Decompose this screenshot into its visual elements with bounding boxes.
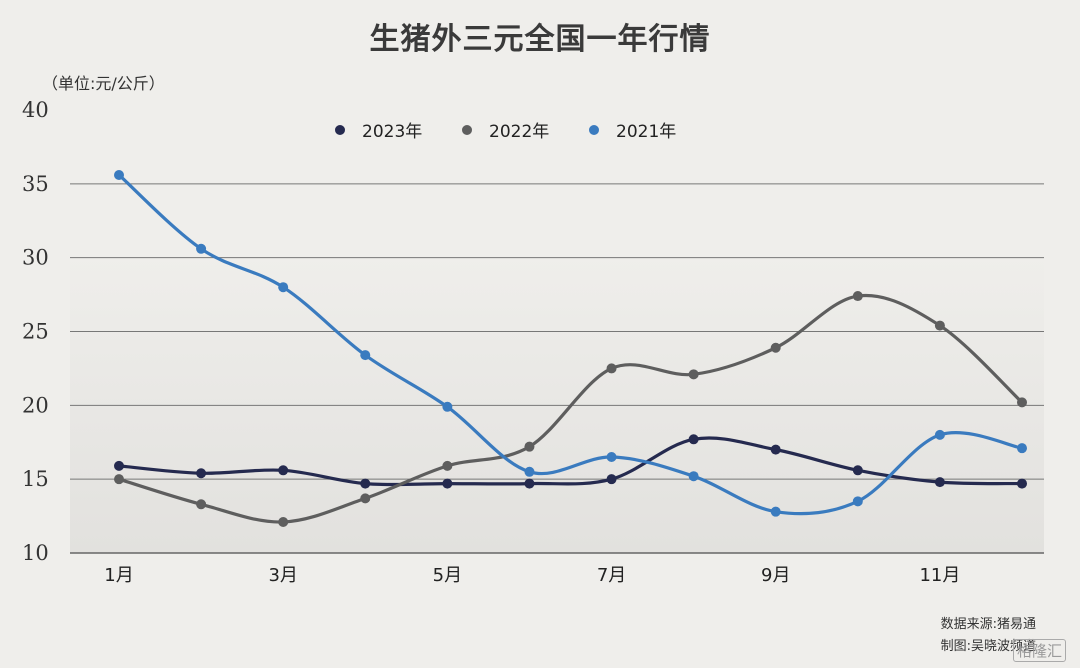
- data-point: [852, 496, 863, 507]
- data-point: [196, 499, 207, 510]
- legend-marker: [589, 125, 599, 135]
- x-tick-label: 11月: [919, 565, 960, 586]
- x-tick-label: 3月: [268, 565, 297, 586]
- data-point: [1017, 443, 1027, 454]
- plot-background: [70, 255, 1044, 553]
- data-point: [524, 478, 535, 489]
- legend-item: 2022年: [462, 122, 549, 142]
- data-point: [606, 452, 617, 463]
- data-point: [770, 342, 781, 353]
- series-line: [117, 173, 1024, 516]
- data-point: [934, 320, 945, 331]
- series-2021年: [114, 169, 1027, 517]
- data-point: [1017, 478, 1027, 489]
- data-point: [442, 401, 453, 412]
- data-point: [278, 465, 289, 476]
- legend: 2023年 2022年 2021年: [335, 122, 676, 142]
- y-tick-label: 10: [22, 541, 49, 565]
- data-point: [606, 474, 617, 485]
- legend-label: 2023年: [362, 122, 422, 142]
- y-tick-label: 30: [22, 246, 49, 270]
- data-point: [852, 465, 863, 476]
- data-point: [442, 460, 453, 471]
- data-point: [360, 493, 371, 504]
- x-tick-label: 7月: [597, 565, 626, 586]
- y-tick-label: 40: [22, 98, 49, 122]
- data-point: [688, 369, 699, 380]
- data-point: [114, 169, 124, 180]
- legend-label: 2021年: [616, 122, 676, 142]
- x-tick-label: 5月: [433, 565, 462, 586]
- data-point: [1017, 397, 1027, 408]
- footer-notes: 数据来源:猪易通 制图:吴晓波频道: [941, 614, 1036, 658]
- x-tick-label: 1月: [104, 565, 133, 586]
- series-line: [117, 436, 1024, 487]
- data-point: [606, 363, 617, 374]
- data-point: [934, 429, 945, 440]
- watermark-text: 格隆汇: [1012, 639, 1066, 662]
- data-point: [360, 350, 371, 361]
- unit-label: （单位:元/公斤）: [42, 74, 165, 93]
- y-tick-label: 15: [22, 467, 49, 491]
- x-tick-label: 9月: [761, 565, 790, 586]
- data-point: [934, 477, 945, 488]
- y-tick-label: 25: [22, 320, 49, 344]
- grid-lines: [70, 183, 1044, 554]
- y-axis-ticks: 10 15 20 25 30 35 40: [22, 98, 49, 565]
- legend-item: 2023年: [335, 122, 422, 142]
- data-point: [770, 506, 781, 517]
- data-source-text: 数据来源:猪易通: [940, 617, 1036, 632]
- data-point: [114, 460, 124, 471]
- data-point: [770, 444, 781, 455]
- data-point: [360, 478, 371, 489]
- x-axis-ticks: 1月 3月 5月 7月 9月 11月: [104, 565, 960, 586]
- y-tick-label: 35: [22, 172, 49, 196]
- data-point: [114, 474, 124, 485]
- legend-marker: [462, 125, 472, 135]
- data-point: [196, 243, 207, 254]
- legend-marker: [335, 125, 345, 135]
- data-point: [688, 434, 699, 445]
- data-point: [278, 282, 289, 293]
- data-point: [524, 441, 535, 452]
- chart-title: 生猪外三元全国一年行情: [369, 22, 711, 57]
- series-lines: [114, 169, 1027, 527]
- data-point: [196, 468, 207, 479]
- series-2023年: [114, 434, 1027, 489]
- data-point: [524, 466, 535, 477]
- data-point: [278, 516, 289, 527]
- y-tick-label: 20: [22, 393, 49, 417]
- data-point: [688, 471, 699, 482]
- legend-label: 2022年: [489, 122, 549, 142]
- author-text: 制图:吴晓波频道: [940, 639, 1036, 654]
- legend-item: 2021年: [589, 122, 676, 142]
- data-point: [852, 291, 863, 302]
- data-point: [442, 478, 453, 489]
- series-2022年: [114, 291, 1027, 527]
